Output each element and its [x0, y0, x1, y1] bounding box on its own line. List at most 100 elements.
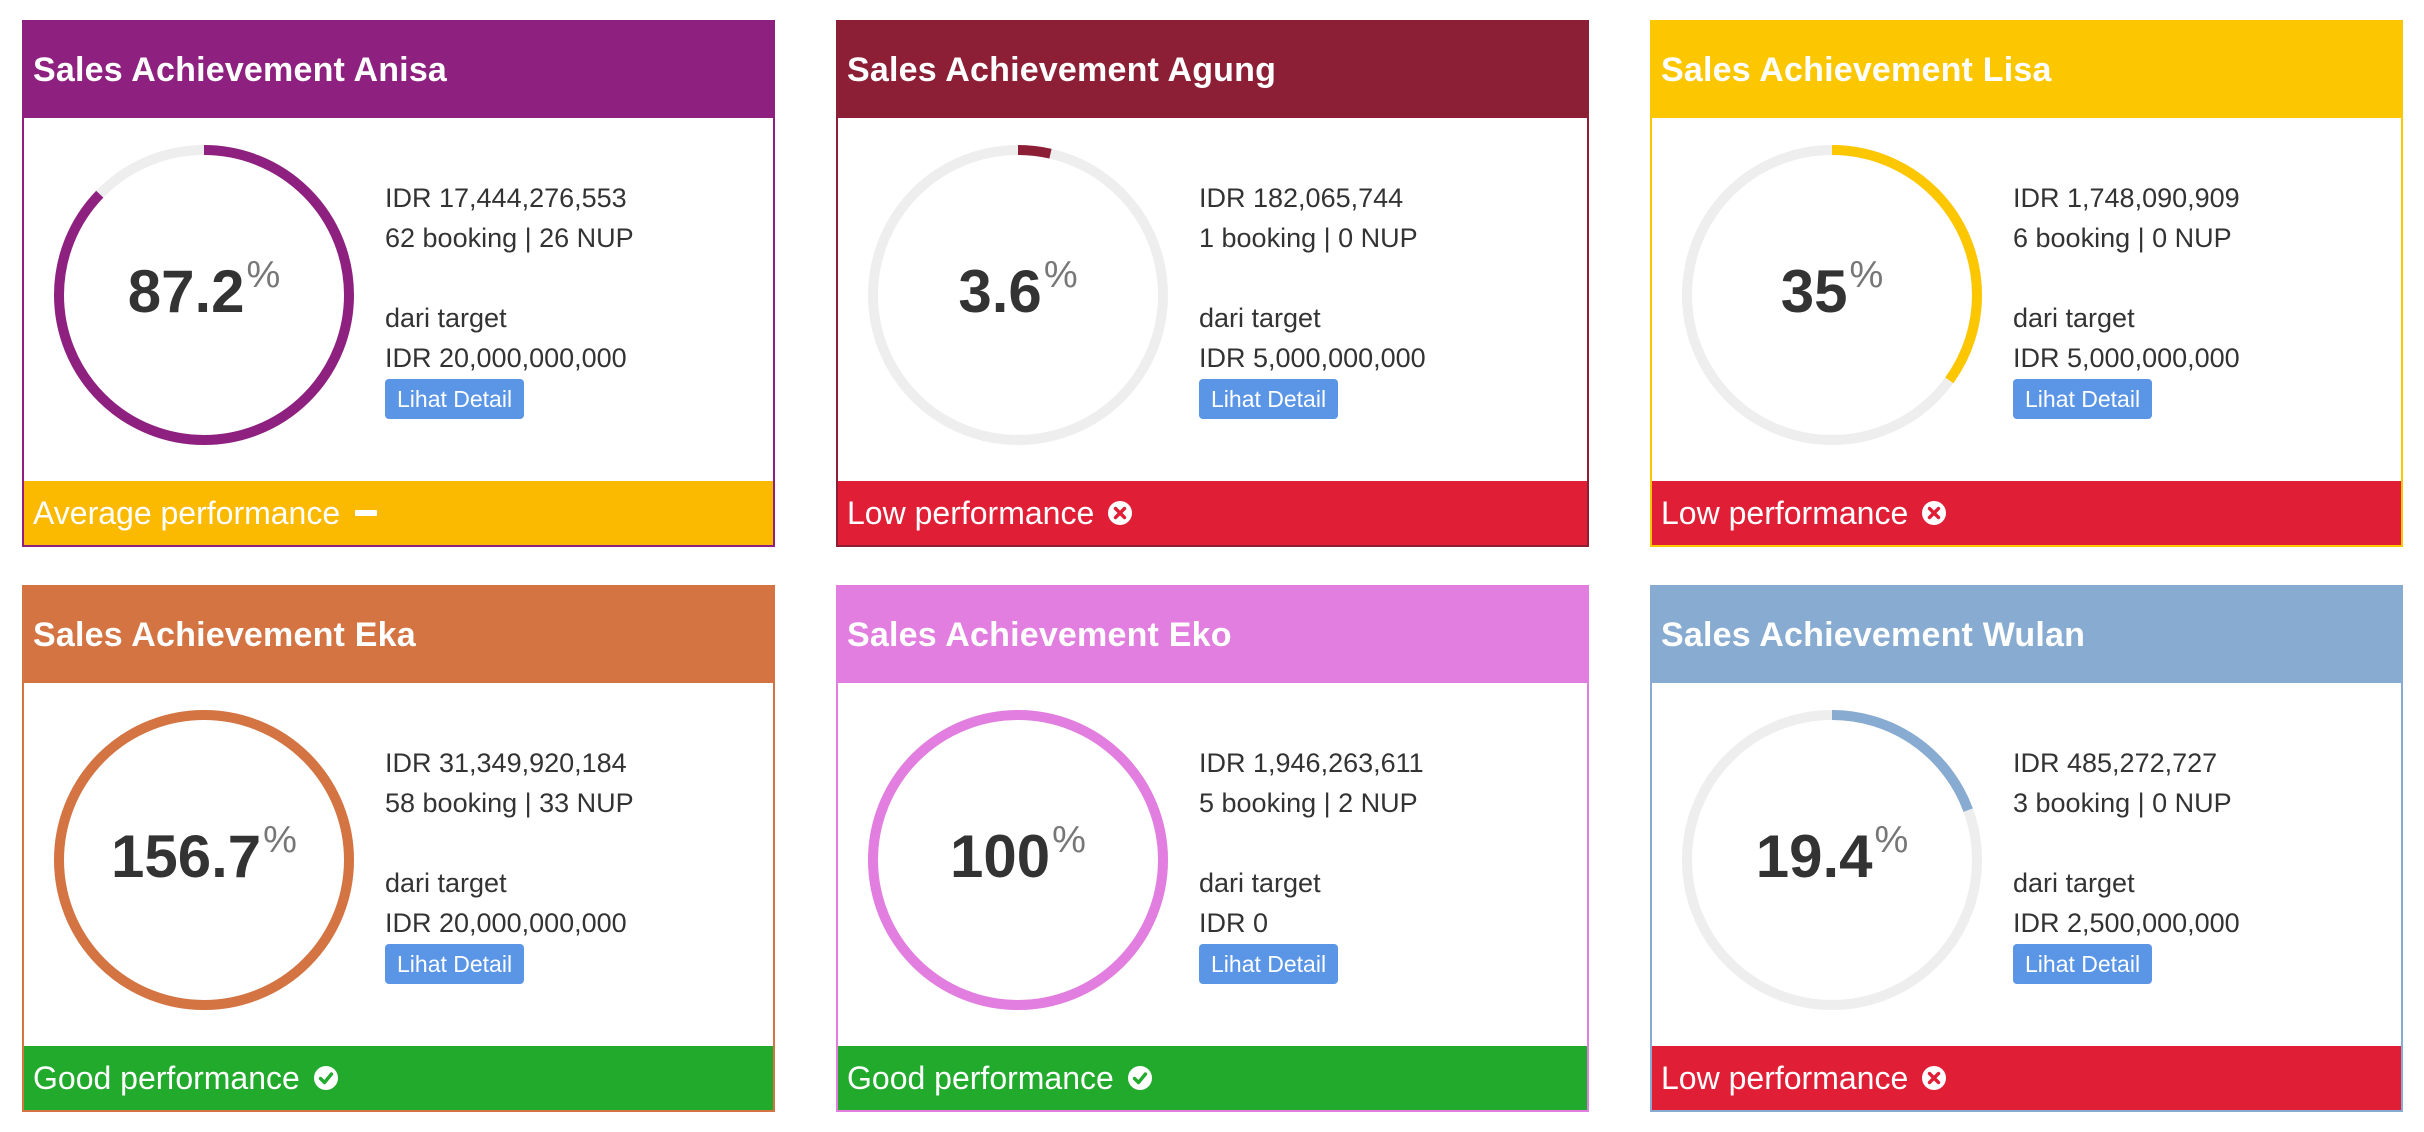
- achievement-amount: IDR 485,272,727: [2013, 748, 2218, 778]
- achievement-amount: IDR 17,444,276,553: [385, 183, 627, 213]
- detail-button[interactable]: Lihat Detail: [385, 379, 525, 419]
- performance-status: Low performance: [1652, 481, 2401, 545]
- progress-gauge: 35 %: [1681, 144, 1983, 446]
- percent-symbol: %: [263, 819, 297, 861]
- gauge-ring: [54, 710, 354, 1010]
- achievement-info: IDR 1,748,090,909 6 booking | 0 NUP dari…: [2013, 178, 2240, 419]
- gauge-value: 156.7 %: [53, 709, 355, 1011]
- target-amount: IDR 20,000,000,000: [385, 908, 627, 938]
- percent-value: 35: [1780, 258, 1848, 325]
- minus-icon: [352, 499, 380, 527]
- progress-gauge: 19.4 %: [1681, 709, 1983, 1011]
- achievement-amount: IDR 1,748,090,909: [2013, 183, 2240, 213]
- target-label: dari target: [2013, 303, 2135, 333]
- target-amount: IDR 20,000,000,000: [385, 343, 627, 373]
- percent-value: 19.4: [1755, 823, 1873, 890]
- booking-count: 62 booking | 26 NUP: [385, 223, 634, 253]
- gauge-arc: [54, 145, 354, 445]
- card-header: Sales Achievement Agung: [838, 22, 1587, 118]
- progress-gauge: 156.7 %: [53, 709, 355, 1011]
- gauge-value: 35 %: [1681, 144, 1983, 446]
- gauge-value: 100 %: [867, 709, 1169, 1011]
- status-label: Low performance: [1661, 1059, 1909, 1096]
- sales-card-lisa: Sales Achievement Lisa 35 % IDR 1,748,09…: [1650, 20, 2403, 547]
- percent-symbol: %: [1052, 819, 1086, 861]
- achievement-amount: IDR 182,065,744: [1199, 183, 1404, 213]
- target-amount: IDR 2,500,000,000: [2013, 908, 2240, 938]
- performance-status: Low performance: [1652, 1046, 2401, 1110]
- card-title: Sales Achievement Eka: [33, 615, 416, 654]
- percent-value: 3.6: [958, 258, 1042, 325]
- card-header: Sales Achievement Lisa: [1652, 22, 2401, 118]
- card-title: Sales Achievement Eko: [847, 615, 1232, 654]
- gauge-value: 87.2 %: [53, 144, 355, 446]
- card-body: 100 % IDR 1,946,263,611 5 booking | 2 NU…: [838, 683, 1587, 1046]
- percent-value: 87.2: [127, 258, 245, 325]
- status-label: Good performance: [33, 1059, 300, 1096]
- gauge-ring: [54, 145, 354, 445]
- percent-value: 156.7: [111, 823, 262, 890]
- booking-count: 3 booking | 0 NUP: [2013, 788, 2232, 818]
- card-body: 35 % IDR 1,748,090,909 6 booking | 0 NUP…: [1652, 118, 2401, 481]
- gauge-ring: [1682, 145, 1982, 445]
- gauge-ring: [868, 145, 1168, 445]
- percent-symbol: %: [246, 254, 281, 296]
- times-circle-icon: [1106, 499, 1134, 527]
- gauge-ring: [1682, 710, 1982, 1010]
- gauge-arc: [868, 145, 1168, 445]
- performance-status: Good performance: [24, 1046, 773, 1110]
- achievement-info: IDR 17,444,276,553 62 booking | 26 NUP d…: [385, 178, 634, 419]
- card-title: Sales Achievement Anisa: [33, 50, 448, 89]
- target-label: dari target: [385, 303, 507, 333]
- card-title: Sales Achievement Wulan: [1661, 615, 2086, 654]
- card-body: 19.4 % IDR 485,272,727 3 booking | 0 NUP…: [1652, 683, 2401, 1046]
- check-circle-icon: [1126, 1064, 1154, 1092]
- detail-button[interactable]: Lihat Detail: [2013, 944, 2153, 984]
- percent-symbol: %: [1849, 254, 1884, 296]
- percent-value: 100: [950, 823, 1051, 890]
- card-header: Sales Achievement Anisa: [24, 22, 773, 118]
- card-title: Sales Achievement Lisa: [1661, 50, 2052, 89]
- card-body: 156.7 % IDR 31,349,920,184 58 booking | …: [24, 683, 773, 1046]
- card-header: Sales Achievement Eka: [24, 587, 773, 683]
- progress-gauge: 100 %: [867, 709, 1169, 1011]
- gauge-arc: [1682, 710, 1982, 1010]
- booking-count: 1 booking | 0 NUP: [1199, 223, 1418, 253]
- detail-button[interactable]: Lihat Detail: [385, 944, 525, 984]
- detail-button[interactable]: Lihat Detail: [1199, 379, 1339, 419]
- card-header: Sales Achievement Wulan: [1652, 587, 2401, 683]
- achievement-info: IDR 485,272,727 3 booking | 0 NUP dari t…: [2013, 743, 2240, 984]
- achievement-info: IDR 31,349,920,184 58 booking | 33 NUP d…: [385, 743, 634, 984]
- percent-symbol: %: [1874, 819, 1909, 861]
- performance-status: Low performance: [838, 481, 1587, 545]
- booking-count: 6 booking | 0 NUP: [2013, 223, 2232, 253]
- check-circle-icon: [312, 1064, 340, 1092]
- achievement-info: IDR 182,065,744 1 booking | 0 NUP dari t…: [1199, 178, 1426, 419]
- card-title: Sales Achievement Agung: [847, 50, 1277, 89]
- booking-count: 5 booking | 2 NUP: [1199, 788, 1418, 818]
- sales-card-agung: Sales Achievement Agung 3.6 % IDR 182,06…: [836, 20, 1589, 547]
- sales-card-eka: Sales Achievement Eka 156.7 % IDR 31,349…: [22, 585, 775, 1112]
- progress-gauge: 3.6 %: [867, 144, 1169, 446]
- gauge-ring: [868, 710, 1168, 1010]
- status-label: Low performance: [847, 494, 1095, 531]
- card-header: Sales Achievement Eko: [838, 587, 1587, 683]
- target-amount: IDR 5,000,000,000: [2013, 343, 2240, 373]
- target-amount: IDR 0: [1199, 908, 1269, 938]
- target-label: dari target: [1199, 303, 1321, 333]
- gauge-value: 19.4 %: [1681, 709, 1983, 1011]
- target-label: dari target: [1199, 868, 1321, 898]
- sales-card-eko: Sales Achievement Eko 100 % IDR 1,946,26…: [836, 585, 1589, 1112]
- sales-achievement-grid: Sales Achievement Anisa 87.2 % IDR 17,44…: [22, 20, 2403, 1112]
- detail-button[interactable]: Lihat Detail: [1199, 944, 1339, 984]
- performance-status: Average performance: [24, 481, 773, 545]
- times-circle-icon: [1920, 1064, 1948, 1092]
- detail-button[interactable]: Lihat Detail: [2013, 379, 2153, 419]
- status-label: Good performance: [847, 1059, 1114, 1096]
- achievement-amount: IDR 31,349,920,184: [385, 748, 627, 778]
- achievement-info: IDR 1,946,263,611 5 booking | 2 NUP dari…: [1199, 743, 1424, 984]
- performance-status: Good performance: [838, 1046, 1587, 1110]
- card-body: 87.2 % IDR 17,444,276,553 62 booking | 2…: [24, 118, 773, 481]
- sales-card-wulan: Sales Achievement Wulan 19.4 % IDR 485,2…: [1650, 585, 2403, 1112]
- target-label: dari target: [2013, 868, 2135, 898]
